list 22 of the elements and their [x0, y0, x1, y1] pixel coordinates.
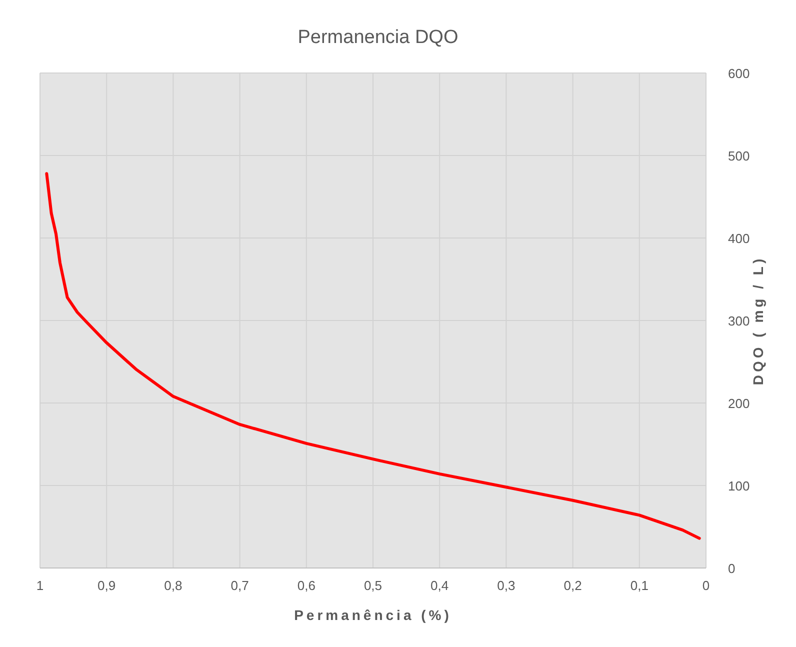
y2-tick-label: 100	[728, 478, 750, 494]
x-tick-label: 1	[36, 578, 44, 593]
x-tick-label: 0,7	[230, 578, 249, 593]
y2-tick-label: 500	[728, 148, 750, 164]
y2-tick-label: 400	[728, 231, 750, 246]
line-series	[45, 172, 701, 540]
x-tick-label: 0,4	[430, 578, 449, 593]
y2-tick-label: 600	[728, 66, 750, 81]
x-tick-label: 0,6	[297, 578, 316, 593]
x-tick-label: 0,8	[164, 578, 182, 593]
x-tick-label: 0	[702, 578, 710, 593]
x-tick-label: 0,9	[98, 578, 116, 593]
y2-tick-label: 200	[728, 396, 750, 411]
x-axis-title: Permanência (%)	[294, 607, 452, 623]
x-tick-label: 0,5	[364, 578, 382, 593]
x-tick-label: 0,2	[564, 578, 582, 593]
y2-axis-title: DQO ( mg / L)	[750, 256, 766, 386]
y2-tick-label: 0	[728, 561, 736, 576]
x-tick-label: 0,3	[497, 578, 516, 593]
y2-tick-label: 300	[728, 314, 750, 328]
x-tick-label: 0,1	[630, 578, 648, 593]
chart-title: Permanencia DQO	[298, 27, 458, 48]
